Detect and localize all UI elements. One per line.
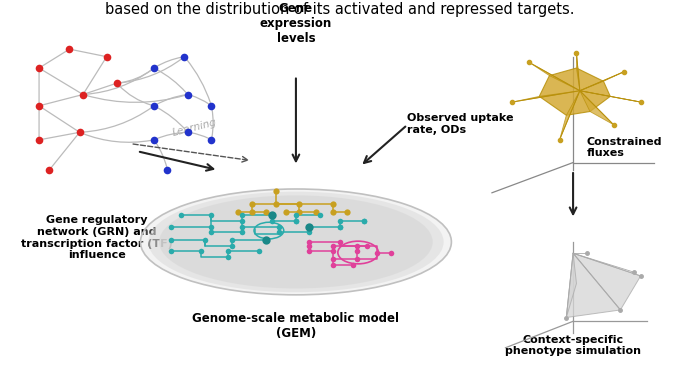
Text: Gene
expression
levels: Gene expression levels	[260, 2, 332, 45]
Text: Gene regulatory
network (GRN) and
transcription factor (TF)
influence: Gene regulatory network (GRN) and transc…	[20, 215, 173, 260]
Ellipse shape	[148, 192, 443, 292]
Text: Learning: Learning	[171, 117, 218, 138]
Polygon shape	[566, 253, 576, 318]
Text: based on the distribution of its activated and repressed targets.: based on the distribution of its activat…	[105, 2, 575, 17]
Polygon shape	[580, 91, 614, 125]
Polygon shape	[512, 91, 580, 102]
Polygon shape	[580, 91, 640, 102]
Text: Genome-scale metabolic model
(GEM): Genome-scale metabolic model (GEM)	[192, 312, 400, 340]
Polygon shape	[539, 68, 610, 115]
Polygon shape	[580, 72, 624, 91]
Polygon shape	[566, 253, 621, 318]
Polygon shape	[573, 253, 640, 310]
Ellipse shape	[159, 195, 433, 288]
Text: Context-specific
phenotype simulation: Context-specific phenotype simulation	[505, 335, 641, 356]
Polygon shape	[559, 91, 580, 140]
Polygon shape	[529, 62, 580, 91]
Polygon shape	[576, 53, 580, 91]
Text: Observed uptake
rate, ODs: Observed uptake rate, ODs	[407, 113, 514, 135]
Text: Constrained
fluxes: Constrained fluxes	[587, 136, 662, 158]
Ellipse shape	[140, 189, 451, 295]
